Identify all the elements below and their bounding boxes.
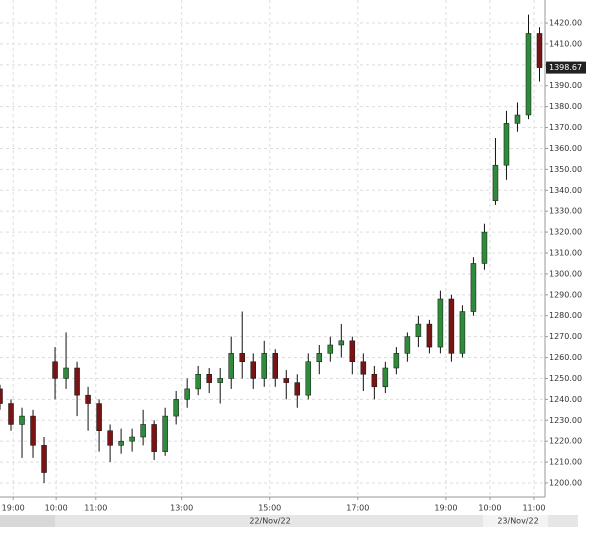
candle-body	[415, 323, 422, 337]
y-tick-label: 1340.00	[549, 186, 582, 195]
candle-body	[393, 353, 400, 369]
candle-body	[525, 33, 532, 116]
candle-body	[349, 340, 356, 362]
candle-body	[437, 298, 444, 348]
candle-body	[514, 114, 521, 124]
candle-body	[481, 231, 488, 264]
x-tick-label: 13:00	[170, 504, 193, 513]
candle-body	[30, 415, 36, 446]
x-tick-label: 11:00	[84, 504, 107, 513]
y-tick-label: 1360.00	[549, 144, 582, 153]
y-tick-label: 1370.00	[549, 123, 582, 132]
y-tick-label: 1210.00	[549, 458, 582, 467]
candle-body	[360, 361, 367, 375]
candle-body	[74, 367, 80, 396]
candle-body	[448, 298, 455, 354]
candle-body	[382, 367, 389, 388]
candle-body	[470, 263, 477, 312]
date-bar	[0, 515, 578, 527]
candle-body	[162, 415, 168, 452]
candle-body	[536, 33, 543, 68]
candle-body	[283, 378, 290, 383]
date-bar-segment	[483, 515, 548, 527]
candle-body	[261, 353, 267, 379]
candle-body	[41, 445, 47, 473]
candle-body	[19, 415, 25, 425]
y-tick-label: 1240.00	[549, 395, 582, 404]
candle-body	[151, 424, 157, 452]
y-tick-label: 1220.00	[549, 437, 582, 446]
candle-body	[250, 361, 256, 379]
x-tick-label: 10:00	[45, 504, 68, 513]
y-tick-label: 1410.00	[549, 39, 582, 48]
candle-body	[228, 353, 234, 379]
candle-body	[52, 361, 58, 379]
y-tick-label: 1290.00	[549, 290, 582, 299]
y-tick-label: 1310.00	[549, 248, 582, 257]
y-tick-label: 1280.00	[549, 311, 582, 320]
candle-body	[195, 374, 201, 390]
y-tick-label: 1380.00	[549, 102, 582, 111]
y-tick-label: 1260.00	[549, 353, 582, 362]
candle-body	[118, 440, 124, 446]
candle-body	[371, 374, 378, 388]
y-tick-label: 1230.00	[549, 416, 582, 425]
x-tick-label: 11:00	[522, 504, 545, 513]
y-tick-label: 1330.00	[549, 207, 582, 216]
candle-body	[140, 424, 146, 438]
date-label: 23/Nov/22	[497, 517, 538, 526]
candle-body	[305, 361, 312, 396]
candle-body	[503, 123, 510, 166]
candle-body	[107, 430, 113, 446]
x-tick-label: 19:00	[434, 504, 457, 513]
last-price-label: 1398.67	[549, 63, 582, 72]
candle-body	[206, 374, 212, 383]
y-tick-label: 1390.00	[549, 81, 582, 90]
y-tick-label: 1270.00	[549, 332, 582, 341]
candle-body	[0, 388, 3, 404]
candle-body	[129, 436, 135, 442]
candle-body	[217, 378, 223, 383]
date-label: 22/Nov/22	[249, 517, 290, 526]
candle-body	[327, 344, 334, 354]
y-tick-label: 1200.00	[549, 478, 582, 487]
y-tick-label: 1320.00	[549, 228, 582, 237]
candle-body	[96, 403, 102, 431]
candle-body	[184, 388, 190, 400]
candle-body	[316, 353, 323, 362]
candle-body	[8, 403, 14, 425]
y-tick-label: 1420.00	[549, 18, 582, 27]
x-tick-label: 15:00	[258, 504, 281, 513]
candle-body	[85, 394, 91, 404]
y-tick-label: 1350.00	[549, 165, 582, 174]
candle-body	[459, 311, 466, 354]
candle-body	[426, 323, 433, 348]
date-bar-segment	[0, 515, 55, 527]
candle-body	[294, 382, 301, 396]
candle-body	[272, 353, 279, 379]
x-tick-label: 10:00	[478, 504, 501, 513]
candle-body	[239, 353, 245, 362]
y-tick-label: 1300.00	[549, 269, 582, 278]
y-tick-label: 1250.00	[549, 374, 582, 383]
candle-body	[404, 336, 411, 354]
candle-body	[173, 399, 179, 417]
candle-body	[338, 340, 345, 346]
candle-body	[63, 367, 69, 379]
x-tick-label: 19:00	[2, 504, 25, 513]
candle-body	[492, 164, 499, 201]
last-price-box	[546, 61, 586, 74]
x-tick-label: 17:00	[346, 504, 369, 513]
